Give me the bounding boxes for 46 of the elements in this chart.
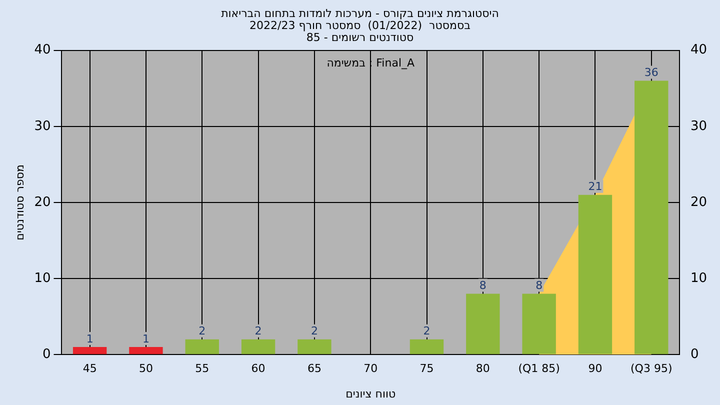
data-label: 2 — [310, 324, 318, 338]
x-tick-label: (Q3 95) — [630, 362, 672, 376]
data-label: 2 — [423, 324, 430, 338]
text: סטודנטים רשומים - 85 — [306, 31, 414, 44]
data-label: 8 — [479, 279, 486, 292]
y-tick-label: 20 — [34, 194, 51, 210]
x-tick-label: 90 — [588, 362, 602, 376]
y-tick-label: 10 — [34, 270, 51, 286]
bar — [466, 294, 500, 354]
bar — [241, 339, 276, 354]
bar — [522, 294, 556, 354]
x-tick-label: (Q1 85) — [518, 362, 560, 376]
x-tick-label: 70 — [364, 362, 378, 376]
data-label: 2 — [254, 324, 262, 338]
y2-tick-label: 10 — [690, 270, 708, 286]
x-tick-label: 65 — [307, 362, 322, 376]
bar — [185, 339, 219, 354]
data-label: 8 — [536, 279, 543, 292]
text: היסטוגרמת ציונים בקורס - מערכות לומדות בתחום הבריאות — [221, 6, 499, 20]
data-label: 21 — [588, 180, 602, 194]
y2-tick-label: 20 — [690, 194, 708, 210]
x-tick-label: 60 — [251, 362, 266, 376]
bar — [298, 339, 332, 354]
y-tick-label: 40 — [34, 42, 51, 58]
bar — [129, 346, 163, 354]
bar — [410, 339, 444, 354]
y2-tick-label: 40 — [690, 42, 708, 58]
x-tick-label: 75 — [420, 362, 434, 376]
x-tick-label: 80 — [476, 362, 490, 376]
data-label: 1 — [142, 332, 150, 346]
data-label: 2 — [198, 324, 206, 338]
x-axis-title: טווח ציונים — [346, 387, 396, 400]
y-tick-label: 0 — [42, 346, 51, 362]
data-label: 36 — [644, 66, 658, 80]
y-tick-label: 30 — [34, 118, 51, 134]
x-tick-label: 50 — [138, 362, 153, 376]
text: בסמסטר (01/2022) סמסטר חורף 2022/23 — [250, 19, 470, 32]
bar — [578, 194, 612, 354]
x-tick-label: 55 — [195, 362, 210, 376]
y-axis-title: מספר סטודנטים — [13, 164, 26, 240]
data-label: 1 — [86, 332, 94, 346]
bar — [634, 80, 668, 354]
y2-tick-label: 0 — [690, 346, 699, 362]
x-tick-label: 45 — [82, 362, 97, 376]
bar — [72, 346, 107, 354]
y2-tick-label: 30 — [690, 118, 708, 134]
